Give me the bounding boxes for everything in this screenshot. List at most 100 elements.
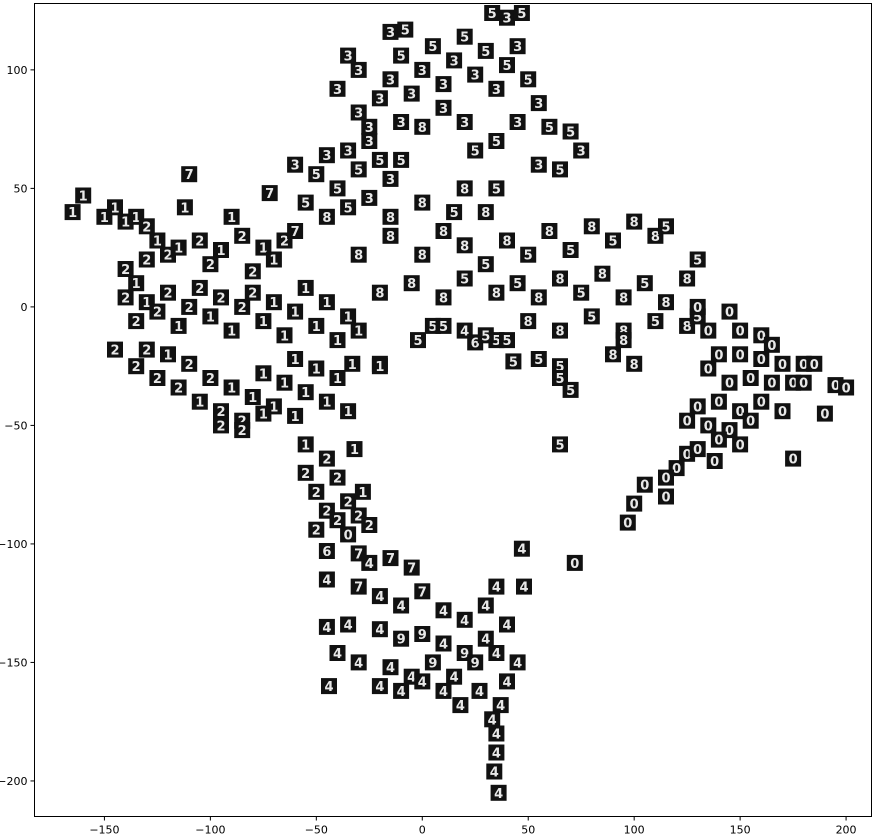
svg-text:0: 0 [799, 358, 808, 373]
svg-text:5: 5 [428, 40, 437, 55]
digit-thumbnail: 0 [626, 495, 643, 513]
svg-text:8: 8 [481, 206, 490, 221]
digit-thumbnail: 2 [340, 493, 357, 510]
svg-text:2: 2 [206, 258, 215, 273]
svg-text:2: 2 [312, 486, 321, 501]
svg-text:2: 2 [354, 510, 363, 525]
svg-text:0: 0 [714, 348, 723, 363]
digit-thumbnail: 5 [488, 180, 505, 197]
digit-thumbnail: 3 [361, 189, 378, 207]
digit-thumbnail: 4 [488, 578, 505, 596]
digit-thumbnail: 4 [321, 678, 337, 695]
svg-text:5: 5 [428, 320, 437, 335]
digit-thumbnail: 5 [541, 118, 558, 136]
digit-thumbnail: 4 [492, 697, 509, 714]
svg-text:0: 0 [623, 517, 632, 532]
svg-text:3: 3 [386, 73, 395, 88]
svg-text:5: 5 [566, 384, 575, 399]
digit-thumbnail: 8 [371, 284, 388, 302]
svg-text:1: 1 [375, 360, 384, 375]
digit-thumbnail: 3 [509, 38, 526, 55]
digit-thumbnail: 3 [530, 95, 547, 112]
svg-text:4: 4 [322, 574, 331, 589]
svg-text:0: 0 [799, 377, 808, 392]
svg-text:7: 7 [418, 585, 427, 600]
svg-text:1: 1 [333, 372, 342, 387]
digit-thumbnail: 5 [456, 28, 473, 46]
digit-thumbnail: 8 [552, 322, 568, 340]
digit-thumbnail: 5 [583, 308, 600, 325]
svg-text:2: 2 [301, 467, 310, 482]
digit-thumbnail: 3 [287, 156, 304, 174]
svg-text:2: 2 [322, 453, 331, 468]
digit-thumbnail: 1 [350, 322, 367, 340]
digit-thumbnail: 1 [340, 308, 357, 325]
svg-text:1: 1 [344, 310, 353, 325]
svg-text:0: 0 [757, 353, 766, 368]
digit-thumbnail: 0 [700, 360, 717, 378]
digit-thumbnail: 5 [484, 5, 501, 22]
digit-thumbnail: 1 [287, 407, 304, 425]
svg-text:1: 1 [280, 329, 289, 344]
digit-thumbnail: 1 [329, 332, 346, 349]
svg-text:4: 4 [450, 671, 459, 686]
digit-thumbnail: 3 [340, 47, 357, 65]
digit-thumbnail: 5 [573, 284, 590, 302]
digit-thumbnail: 1 [170, 239, 187, 257]
svg-text:5: 5 [693, 310, 702, 325]
svg-text:0: 0 [725, 306, 734, 321]
svg-text:2: 2 [365, 519, 374, 534]
svg-text:5: 5 [375, 154, 384, 169]
svg-text:4: 4 [324, 680, 333, 695]
digit-thumbnail: 3 [446, 52, 463, 69]
digit-thumbnail: 3 [350, 61, 367, 79]
svg-text:3: 3 [460, 116, 469, 131]
y-axis: 100 50 0 −50 −100 −150 −200 [0, 64, 35, 788]
svg-text:1: 1 [312, 320, 321, 335]
digit-thumbnail: 2 [213, 403, 229, 420]
digit-thumbnail: 7 [382, 550, 399, 567]
digit-thumbnail: 5 [446, 204, 463, 221]
svg-text:8: 8 [651, 230, 660, 245]
x-axis: −150 −100 −50 0 50 100 150 200 [89, 816, 857, 837]
digit-thumbnail: 4 [488, 744, 505, 762]
svg-text:0: 0 [344, 528, 353, 543]
x-tick-label: −150 [89, 824, 119, 836]
digit-thumbnail: 8 [530, 289, 547, 306]
svg-text:9: 9 [397, 633, 406, 648]
svg-text:4: 4 [519, 581, 528, 596]
svg-text:4: 4 [492, 747, 501, 762]
digit-thumbnail: 1 [297, 436, 314, 453]
digit-thumbnail: 3 [361, 133, 378, 150]
svg-text:4: 4 [456, 699, 465, 714]
y-tick-label: −100 [0, 538, 28, 551]
svg-text:8: 8 [492, 287, 501, 302]
digit-thumbnail: 4 [393, 682, 410, 700]
digit-thumbnail: 5 [562, 123, 579, 141]
svg-text:0: 0 [710, 455, 719, 470]
svg-text:0: 0 [746, 415, 755, 430]
svg-text:8: 8 [555, 325, 564, 340]
svg-text:8: 8 [502, 235, 511, 250]
svg-text:5: 5 [566, 244, 575, 259]
svg-text:5: 5 [439, 320, 448, 335]
svg-text:4: 4 [513, 656, 522, 671]
digit-thumbnail: 5 [477, 327, 494, 344]
svg-text:7: 7 [265, 187, 274, 202]
svg-text:8: 8 [598, 268, 607, 283]
digit-thumbnail: 2 [234, 227, 251, 245]
digit-thumbnail: 4 [471, 682, 488, 700]
svg-text:1: 1 [121, 216, 130, 231]
svg-text:2: 2 [333, 514, 342, 529]
digit-thumbnail: 0 [566, 554, 583, 572]
digit-thumbnail: 0 [742, 412, 759, 430]
digit-thumbnail: 2 [361, 517, 378, 534]
svg-text:2: 2 [153, 372, 162, 387]
svg-text:1: 1 [174, 242, 183, 257]
digit-thumbnail: 8 [318, 208, 335, 226]
svg-text:1: 1 [291, 306, 300, 321]
digit-thumbnail: 2 [117, 289, 134, 306]
digit-thumbnail: 3 [435, 99, 452, 117]
svg-text:1: 1 [153, 235, 162, 250]
svg-text:3: 3 [471, 69, 480, 84]
